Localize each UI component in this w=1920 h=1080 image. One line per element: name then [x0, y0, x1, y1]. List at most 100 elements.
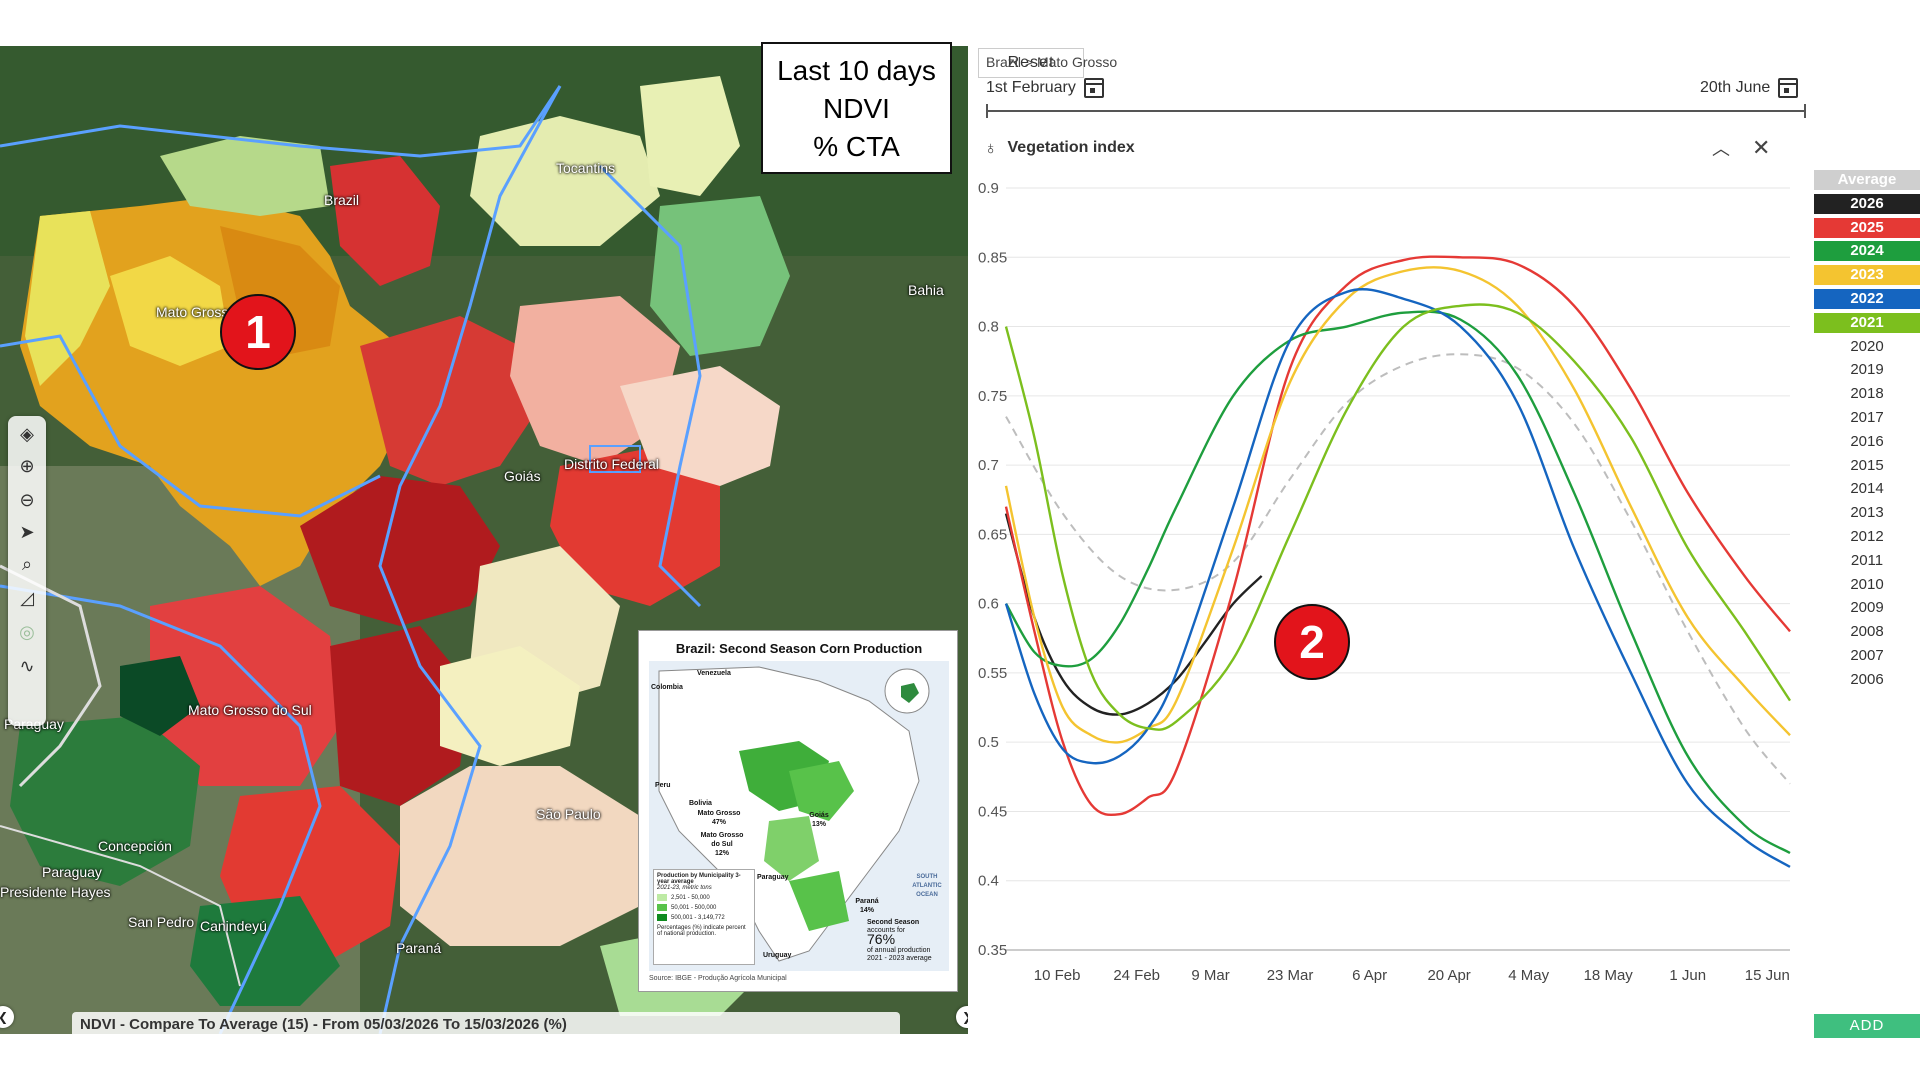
chart-panel: Brazil > Mato Grosso 1st February 20th J…: [978, 48, 1920, 1038]
chart-title: Vegetation index: [1007, 139, 1135, 156]
series-line-average: [1005, 353, 1791, 785]
series-line-2026: [1004, 513, 1263, 716]
year-toggle-2025[interactable]: 2025: [1814, 217, 1920, 238]
year-toggle-2018[interactable]: 2018: [1850, 385, 1884, 403]
y-tick-label: 0.55: [978, 665, 1007, 682]
year-toggle-2021[interactable]: 2021: [1814, 312, 1920, 333]
inset-title: Brazil: Second Season Corn Production: [675, 641, 923, 656]
map-label-parana: Paraná: [396, 940, 442, 956]
add-button[interactable]: ADD: [1814, 1014, 1920, 1038]
inset-legend-note: Percentages (%) indicate percent of nati…: [657, 925, 746, 937]
year-toggle-2007[interactable]: 2007: [1850, 647, 1884, 664]
measure-icon[interactable]: ◿: [20, 588, 34, 608]
year-toggle-2024[interactable]: 2024: [1814, 241, 1920, 262]
x-tick-label: 10 Feb: [1034, 967, 1081, 984]
series-line-2023: [1004, 266, 1791, 744]
end-date[interactable]: 20th June: [1700, 78, 1799, 98]
vegetation-index-header: ♁ Vegetation index ︿ ✕: [984, 132, 1814, 164]
x-tick-label: 6 Apr: [1352, 967, 1387, 984]
y-tick-label: 0.35: [978, 942, 1007, 959]
year-toggle-2015[interactable]: 2015: [1850, 456, 1884, 474]
x-tick-label: 20 Apr: [1427, 967, 1470, 984]
map-prev-arrow[interactable]: ❮: [0, 1006, 14, 1028]
x-tick-label: 18 May: [1584, 967, 1634, 984]
drag-handle-icon[interactable]: ♁: [984, 137, 998, 158]
inset-legend-title: Production by Municipality 3-year averag…: [657, 873, 741, 885]
slider-start-handle[interactable]: [986, 104, 988, 118]
inset-label-mato-grosso: Mato Grosso 47%: [697, 810, 741, 826]
calendar-icon[interactable]: [1778, 78, 1799, 98]
navigate-icon[interactable]: ➤: [19, 522, 35, 542]
inset-map-graphic: [649, 661, 949, 971]
map-label-bahia: Bahia: [908, 282, 944, 298]
draw-icon[interactable]: ∿: [19, 656, 35, 676]
zoom-in-icon[interactable]: ⊕: [19, 456, 35, 476]
year-toggle-2017[interactable]: 2017: [1850, 409, 1884, 426]
map-label-canindeyu: Canindeyú: [200, 918, 267, 934]
calendar-icon[interactable]: [1083, 78, 1104, 98]
year-toggle-2019[interactable]: 2019: [1850, 361, 1884, 379]
year-toggle-2010[interactable]: 2010: [1850, 575, 1884, 593]
map-label-presidente-hayes: Presidente Hayes: [0, 884, 111, 900]
vegetation-index-chart: 0.35 0.4 0.45 0.5 0.55 0.6 0.65 0.7 0.75 0.8 0.85 0…: [978, 180, 1792, 984]
end-date-label: 20th June: [1700, 79, 1771, 96]
year-toggle-2009[interactable]: 2009: [1850, 599, 1884, 617]
map-label-concepcion: Concepción: [98, 838, 172, 854]
y-tick-label: 0.5: [978, 734, 999, 751]
x-tick-label: 24 Feb: [1113, 967, 1160, 984]
start-date-label: 1st February: [986, 79, 1076, 96]
map-next-arrow[interactable]: ❯: [956, 1006, 968, 1028]
zoom-out-icon[interactable]: ⊖: [19, 490, 35, 510]
y-tick-label: 0.7: [978, 457, 999, 474]
breadcrumb: Brazil > Mato Grosso: [986, 54, 1118, 70]
y-tick-label: 0.9: [978, 180, 999, 197]
map-label-distrito-federal: Distrito Federal: [564, 456, 659, 472]
y-tick-label: 0.75: [978, 388, 1007, 405]
inset-corn-production-map: Brazil: Second Season Corn Production Co…: [638, 630, 958, 992]
callout-1: 1: [220, 294, 296, 370]
x-tick-label: 1 Jun: [1669, 967, 1706, 984]
date-range-slider[interactable]: [986, 104, 1806, 118]
close-icon[interactable]: ✕: [1752, 135, 1771, 160]
year-toggle-2023[interactable]: 2023: [1814, 265, 1920, 286]
slider-end-handle[interactable]: [1804, 104, 1806, 118]
year-toggle-2014[interactable]: 2014: [1850, 480, 1884, 498]
inset-source: Source: IBGE - Produção Agrícola Municip…: [649, 975, 787, 982]
inset-label-peru: Peru: [655, 782, 671, 789]
year-toggle-2022[interactable]: 2022: [1814, 289, 1920, 309]
inset-label-bolivia: Bolivia: [689, 800, 712, 807]
map-view[interactable]: Brazil Tocantins Bahia Mato Grosso Goiás…: [0, 46, 968, 1034]
inset-second-season-note: Second Season accounts for 76% of annual…: [867, 919, 932, 962]
y-tick-label: 0.8: [978, 319, 999, 336]
inset-label-mgs: Mato Grosso do Sul 12%: [700, 832, 744, 857]
y-tick-label: 0.45: [978, 803, 1007, 820]
collapse-icon[interactable]: ︿: [1712, 139, 1730, 159]
reset-button[interactable]: Reset: [978, 48, 1084, 78]
x-tick-label: 23 Mar: [1267, 967, 1314, 984]
year-toggle-2011[interactable]: 2011: [1850, 551, 1884, 569]
map-label-tocantins: Tocantins: [556, 160, 616, 176]
map-label-goias: Goiás: [504, 468, 541, 484]
year-toggle-2008[interactable]: 2008: [1850, 623, 1884, 641]
series-line-2021: [1004, 303, 1792, 731]
year-toggle-2026[interactable]: 2026: [1814, 193, 1920, 214]
series-line-2022: [1004, 288, 1791, 868]
x-tick-label: 4 May: [1508, 967, 1549, 984]
start-date[interactable]: 1st February: [986, 78, 1104, 98]
locate-icon[interactable]: ◎: [19, 622, 35, 642]
year-toggle-2013[interactable]: 2013: [1850, 504, 1884, 522]
map-label-mato-grosso-do-sul: Mato Grosso do Sul: [188, 702, 312, 718]
layers-icon[interactable]: ◈: [20, 424, 34, 444]
inset-legend: Production by Municipality 3-year averag…: [653, 869, 755, 965]
y-tick-label: 0.6: [978, 596, 999, 613]
y-tick-label: 0.65: [978, 526, 1007, 543]
year-toggle-2006[interactable]: 2006: [1850, 670, 1884, 688]
year-toggle-2012[interactable]: 2012: [1850, 528, 1884, 545]
year-toggle-average[interactable]: Average: [1814, 170, 1920, 190]
search-icon[interactable]: ⌕: [21, 554, 33, 574]
inset-label-colombia: Colombia: [651, 684, 683, 691]
title-box: Last 10 days NDVI % CTA: [761, 42, 952, 174]
inset-legend-sub: 2021-23, metric tons: [657, 885, 712, 891]
year-toggle-2016[interactable]: 2016: [1850, 432, 1884, 450]
year-toggle-2020[interactable]: 2020: [1850, 337, 1884, 355]
